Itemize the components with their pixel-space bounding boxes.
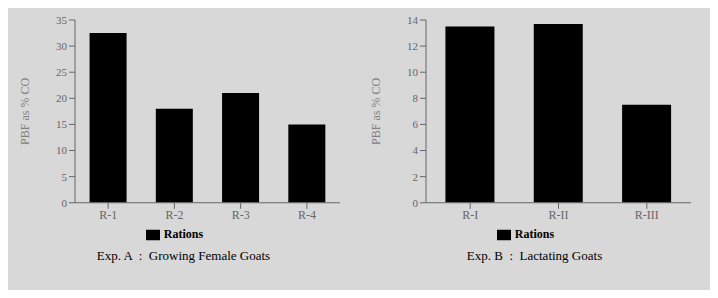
svg-text:R-2: R-2 xyxy=(165,208,183,222)
html-text:Exp. A : Growing Female Goats: Exp. A : Growing Female Goats xyxy=(96,248,271,263)
svg-text:0: 0 xyxy=(62,197,68,209)
svg-text:PBF as % CO: PBF as % CO xyxy=(18,78,32,145)
svg-text:25: 25 xyxy=(56,66,68,78)
html-text:Exp. B : Lactating Goats: Exp. B : Lactating Goats xyxy=(466,248,603,263)
svg-text:12: 12 xyxy=(407,40,418,52)
svg-text:8: 8 xyxy=(413,92,419,104)
svg-text:15: 15 xyxy=(56,118,68,130)
svg-text:0: 0 xyxy=(413,197,419,209)
svg-text:10: 10 xyxy=(56,144,68,156)
svg-text:2: 2 xyxy=(413,171,419,183)
html-text:Rations: Rations xyxy=(163,226,204,241)
svg-text:6: 6 xyxy=(413,118,419,130)
svg-text:R-1: R-1 xyxy=(99,208,117,222)
svg-text:35: 35 xyxy=(56,14,68,26)
svg-text:R-3: R-3 xyxy=(232,208,250,222)
svg-text:20: 20 xyxy=(56,92,68,104)
svg-text:R-I: R-I xyxy=(462,208,478,222)
html-text:Rations: Rations xyxy=(514,226,555,241)
svg-text:PBF as % CO: PBF as % CO xyxy=(369,78,383,145)
svg-text:14: 14 xyxy=(407,14,419,26)
svg-text:R-II: R-II xyxy=(549,208,569,222)
svg-text:10: 10 xyxy=(407,66,419,78)
svg-text:R-4: R-4 xyxy=(298,208,316,222)
svg-text:30: 30 xyxy=(56,40,68,52)
svg-text:4: 4 xyxy=(413,144,419,156)
svg-text:5: 5 xyxy=(62,171,68,183)
svg-text:R-III: R-III xyxy=(635,208,659,222)
